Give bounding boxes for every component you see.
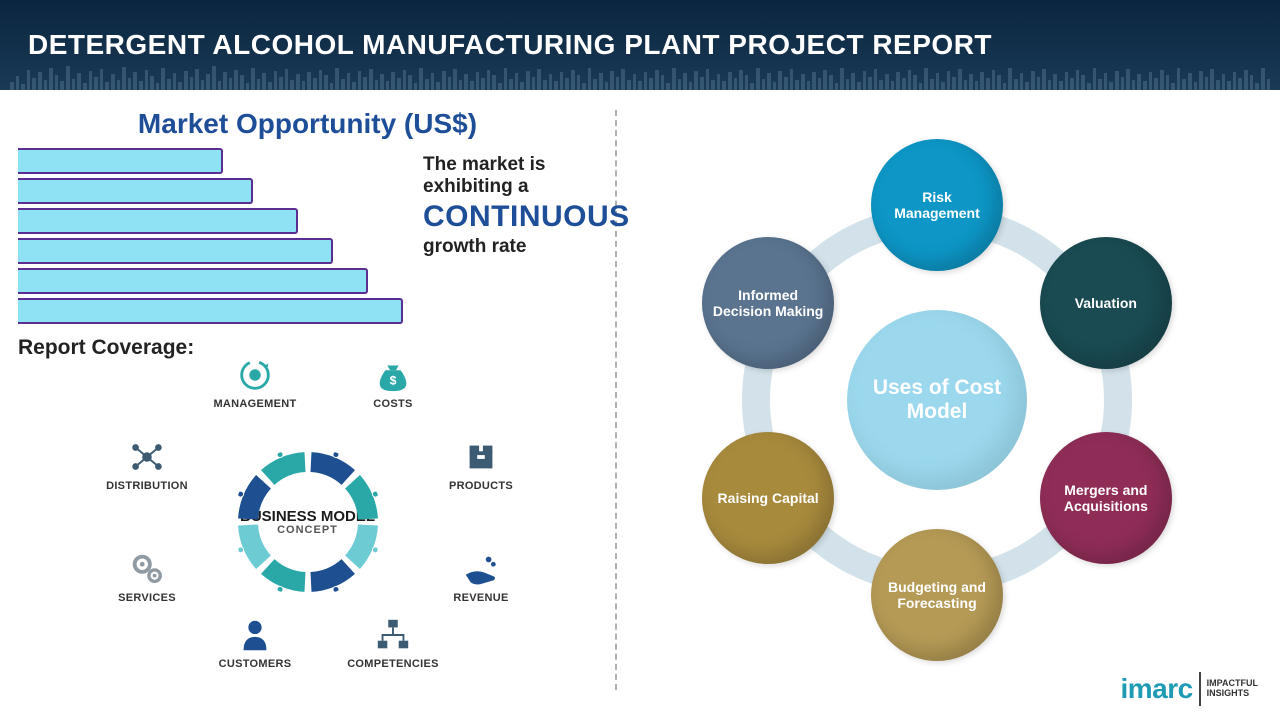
business-model-center: BUSINESS MODEL CONCEPT [233, 447, 383, 597]
header-banner: DETERGENT ALCOHOL MANUFACTURING PLANT PR… [0, 0, 1280, 90]
money-bag-icon: $ [374, 356, 412, 394]
bm-item-distribution: DISTRIBUTION [92, 438, 202, 492]
chart-bar [18, 268, 368, 294]
growth-line1: The market is exhibiting a [423, 154, 630, 198]
bm-item-competencies: COMPETENCIES [338, 616, 448, 670]
right-panel: Uses of Cost Model Risk Management Valuati… [617, 90, 1280, 720]
network-icon [128, 438, 166, 476]
bulb-cycle-icon [236, 356, 274, 394]
org-chart-icon [374, 616, 412, 654]
cost-model-node: Risk Management [871, 139, 1003, 271]
bm-item-revenue: REVENUE [426, 550, 536, 604]
bm-item-label: PRODUCTS [426, 480, 536, 492]
bm-item-services: SERVICES [92, 550, 202, 604]
page-title: DETERGENT ALCOHOL MANUFACTURING PLANT PR… [28, 29, 992, 61]
bm-item-label: COMPETENCIES [338, 658, 448, 670]
cost-model-center: Uses of Cost Model [847, 310, 1027, 490]
logo-separator [1199, 672, 1201, 706]
skyline-decoration [0, 62, 1280, 90]
logo-tagline: IMPACTFUL INSIGHTS [1207, 679, 1258, 699]
growth-line3: growth rate [423, 236, 630, 258]
logo-tag2: INSIGHTS [1207, 688, 1250, 698]
bm-item-label: MANAGEMENT [200, 398, 310, 410]
person-icon [236, 616, 274, 654]
gears-icon [128, 550, 166, 588]
svg-text:$: $ [390, 374, 397, 388]
chart-bar [18, 208, 298, 234]
growth-line2: CONTINUOUS [423, 200, 630, 234]
chart-row: The market is exhibiting a CONTINUOUS gr… [18, 148, 597, 324]
cost-model-node: Valuation [1040, 237, 1172, 369]
cost-model-node: Budgeting and Forecasting [871, 529, 1003, 661]
bm-item-label: SERVICES [92, 592, 202, 604]
bm-item-customers: CUSTOMERS [200, 616, 310, 670]
chart-bar [18, 298, 403, 324]
chart-title: Market Opportunity (US$) [18, 108, 597, 140]
cost-model-node: Informed Decision Making [702, 237, 834, 369]
bm-item-label: COSTS [338, 398, 448, 410]
bm-item-products: PRODUCTS [426, 438, 536, 492]
bm-item-label: DISTRIBUTION [92, 480, 202, 492]
cost-model-node: Raising Capital [702, 432, 834, 564]
box-icon [462, 438, 500, 476]
bm-item-costs: $ COSTS [338, 356, 448, 410]
bm-item-label: CUSTOMERS [200, 658, 310, 670]
bm-item-label: REVENUE [426, 592, 536, 604]
cost-model-diagram: Uses of Cost Model Risk Management Valuati… [617, 90, 1280, 720]
left-panel: Market Opportunity (US$) The market is e… [0, 90, 615, 720]
business-model-ring-icon [233, 447, 383, 597]
bm-item-management: MANAGEMENT [200, 356, 310, 410]
logo-text: imarc [1120, 673, 1192, 705]
business-model-diagram: BUSINESS MODEL CONCEPT MANAGEMENT $ COSTS P… [18, 356, 597, 676]
hand-coins-icon [462, 550, 500, 588]
chart-bar [18, 238, 333, 264]
brand-logo: imarc IMPACTFUL INSIGHTS [1120, 672, 1258, 706]
market-bar-chart [18, 148, 403, 324]
chart-bar [18, 178, 253, 204]
growth-text: The market is exhibiting a CONTINUOUS gr… [423, 148, 630, 324]
chart-bar [18, 148, 223, 174]
cost-model-node: Mergers and Acquisitions [1040, 432, 1172, 564]
logo-tag1: IMPACTFUL [1207, 678, 1258, 688]
body: Market Opportunity (US$) The market is e… [0, 90, 1280, 720]
